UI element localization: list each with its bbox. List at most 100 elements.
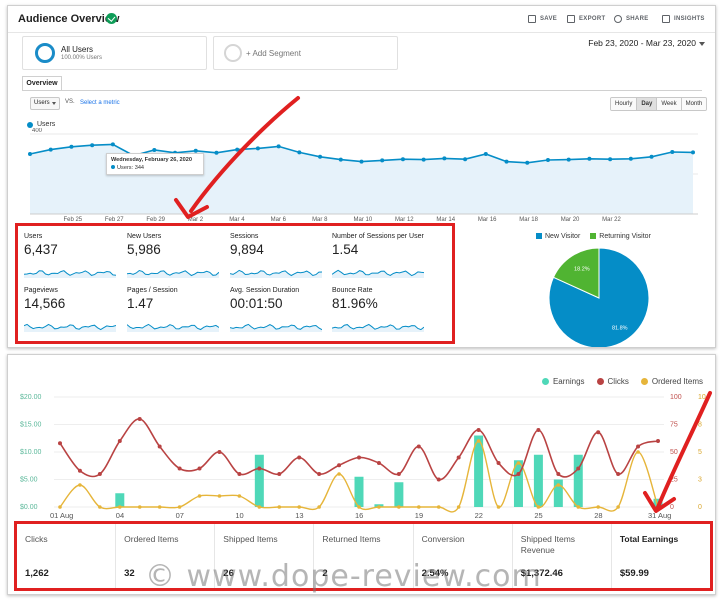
- x-tick-label: Mar 18: [519, 217, 538, 223]
- segment-all-users[interactable]: All Users 100.00% Users: [22, 36, 207, 70]
- metric-label: Pages / Session: [127, 287, 178, 294]
- combo-legend: Earnings Clicks Ordered Items: [541, 377, 703, 386]
- pie-slice-returning-visitor: [552, 247, 600, 299]
- sparkline: [127, 269, 219, 278]
- data-point: [338, 157, 343, 162]
- data-point-clicks: [317, 472, 322, 476]
- legend-ordered-items[interactable]: Ordered Items: [640, 377, 703, 386]
- report-header: Audience Overview SAVE EXPORT SHARE INSI…: [8, 6, 715, 33]
- save-button[interactable]: SAVE: [528, 15, 557, 23]
- metric-avg-session-duration[interactable]: Avg. Session Duration 00:01:50: [230, 287, 330, 337]
- metric-users[interactable]: Users 6,437: [24, 233, 124, 283]
- sparkline-line: [127, 269, 219, 277]
- data-point-ordered: [98, 505, 102, 509]
- y-right2-tick-label: 10: [698, 394, 706, 401]
- add-segment-button[interactable]: + Add Segment: [213, 36, 398, 70]
- sparkline: [332, 323, 424, 332]
- save-icon: [528, 15, 536, 23]
- data-point-ordered: [636, 450, 640, 454]
- legend-label: New Visitor: [545, 233, 581, 240]
- legend-new-visitor: New Visitor: [536, 233, 580, 240]
- data-point: [525, 160, 530, 165]
- data-point: [255, 146, 260, 151]
- data-point-ordered: [536, 505, 541, 509]
- verified-check-icon: [106, 13, 117, 24]
- export-button[interactable]: EXPORT: [567, 15, 605, 23]
- pie-data-label: 81.8%: [612, 325, 628, 331]
- metric-value: 9,894: [230, 242, 264, 257]
- x-tick-label: 01 Aug: [50, 511, 73, 520]
- bar-earnings: [115, 493, 125, 507]
- metric-pages-per-session[interactable]: Pages / Session 1.47: [127, 287, 227, 337]
- share-icon: [614, 15, 622, 23]
- x-tick-label: Mar 2: [188, 217, 204, 223]
- y-right-tick-label: 25: [670, 477, 678, 484]
- metric-label: Pageviews: [24, 287, 58, 294]
- sparkline-fill: [230, 270, 322, 278]
- period-hourly[interactable]: Hourly: [611, 98, 638, 110]
- chart-tooltip: Wednesday, February 26, 2020 Users: 344: [106, 153, 204, 175]
- metrics-summary: Users 6,437 New Users 5,986 Sessions 9,894 …: [15, 223, 455, 344]
- metric-select-value: Users: [34, 100, 50, 106]
- watermark: © www.dope-review.com: [145, 559, 542, 594]
- data-point-ordered: [137, 505, 142, 509]
- y-right2-tick-label: 0: [698, 504, 702, 511]
- insights-button[interactable]: INSIGHTS: [662, 15, 705, 23]
- data-point-ordered: [377, 505, 381, 509]
- legend-label: Ordered Items: [651, 377, 703, 386]
- data-point: [214, 150, 219, 155]
- data-point: [297, 150, 302, 155]
- y-right2-tick-label: 5: [698, 449, 702, 456]
- total-label: Shipped Items: [223, 534, 278, 544]
- period-day[interactable]: Day: [637, 98, 658, 110]
- sparkline: [332, 269, 424, 278]
- data-point: [152, 148, 157, 152]
- data-point-ordered: [496, 505, 501, 509]
- vs-label: VS.: [65, 99, 75, 105]
- legend-label: Returning Visitor: [599, 233, 651, 240]
- y-right-tick-label: 50: [670, 449, 678, 456]
- tooltip-dot-icon: [111, 165, 115, 169]
- legend-earnings[interactable]: Earnings: [541, 377, 585, 386]
- total-value: $1,372.46: [520, 568, 563, 579]
- period-week[interactable]: Week: [657, 98, 682, 110]
- data-point-clicks: [297, 455, 302, 460]
- x-tick-label: Mar 16: [478, 217, 497, 223]
- metric-bounce-rate[interactable]: Bounce Rate 81.96%: [332, 287, 432, 337]
- data-point: [28, 152, 32, 156]
- metric-new-users[interactable]: New Users 5,986: [127, 233, 227, 283]
- legend-label: Clicks: [607, 377, 629, 386]
- red-arrow-annotation-2: [643, 391, 712, 513]
- y-left-tick-label: $15.00: [20, 422, 42, 429]
- metric-sessions-per-user[interactable]: Number of Sessions per User 1.54: [332, 233, 447, 283]
- select-metric-link[interactable]: Select a metric: [80, 100, 120, 106]
- bar-earnings: [394, 482, 404, 507]
- metric-select[interactable]: Users: [30, 97, 60, 110]
- data-point: [400, 157, 405, 162]
- legend-clicks[interactable]: Clicks: [596, 377, 629, 386]
- data-point-clicks: [177, 466, 182, 471]
- metric-sessions[interactable]: Sessions 9,894: [230, 233, 330, 283]
- data-point-clicks: [117, 439, 122, 443]
- data-point: [670, 150, 675, 154]
- date-range-picker[interactable]: Feb 23, 2020 - Mar 23, 2020: [588, 38, 705, 48]
- period-month[interactable]: Month: [681, 98, 707, 110]
- data-point-clicks: [277, 472, 282, 476]
- data-point: [628, 156, 633, 161]
- metric-label: Users: [24, 233, 43, 240]
- tab-overview[interactable]: Overview: [22, 76, 62, 91]
- y-right-tick-label: 75: [670, 422, 678, 429]
- metric-value: 6,437: [24, 242, 58, 257]
- data-point: [566, 157, 571, 162]
- metric-pageviews[interactable]: Pageviews 14,566: [24, 287, 124, 337]
- total-returned-items: Returned Items 2: [314, 524, 414, 588]
- data-point: [649, 154, 654, 159]
- legend-swatch: [596, 378, 604, 385]
- data-point-clicks: [237, 472, 242, 476]
- legend-label: Users: [37, 121, 56, 128]
- share-button[interactable]: SHARE: [614, 15, 649, 23]
- sparkline-line: [24, 323, 116, 331]
- tooltip-value-row: Users: 344: [111, 165, 199, 171]
- sparkline-line: [24, 270, 116, 276]
- legend-swatch: [536, 233, 542, 240]
